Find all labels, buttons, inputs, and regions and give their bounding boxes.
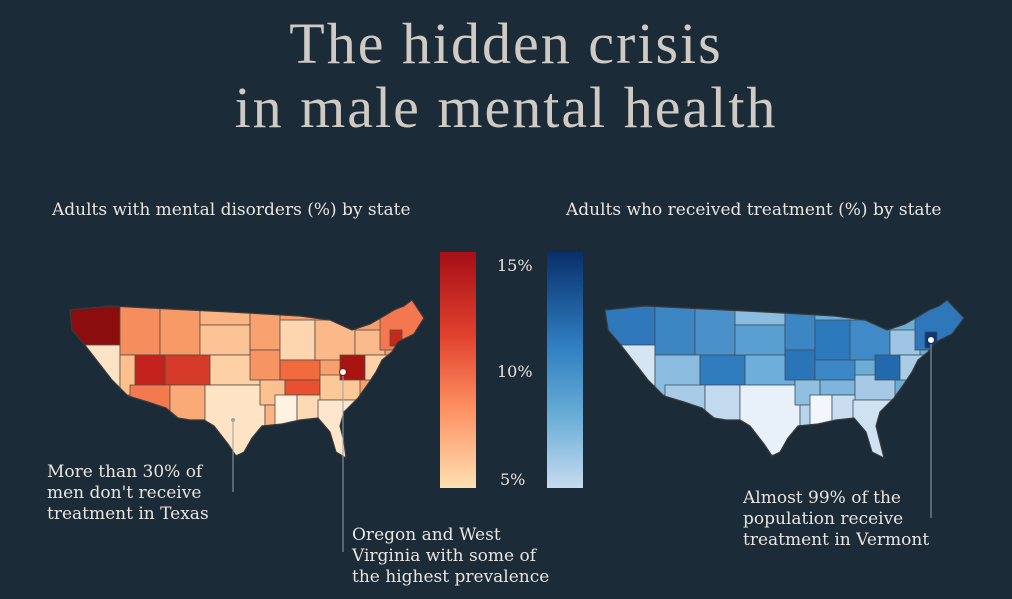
right-us-map <box>604 299 965 518</box>
state-michigan-ohio <box>314 319 356 361</box>
state-vermont-left <box>389 329 403 347</box>
prevalence-color-scale <box>440 252 476 488</box>
state-kentucky <box>279 359 321 381</box>
state-florida <box>317 399 359 458</box>
vermont-annotation: Almost 99% of the population receive tre… <box>743 488 930 550</box>
state-tennessee-r <box>819 379 856 396</box>
state-mississippi <box>274 394 298 426</box>
state-new-england <box>379 300 424 351</box>
state-iowa-missouri <box>249 349 281 381</box>
state-michigan-ohio-r <box>849 319 891 361</box>
oregon-wv-annotation: Oregon and West Virginia with some of th… <box>352 525 550 587</box>
title-line-2: in male mental health <box>234 75 778 140</box>
state-tennessee <box>284 379 321 396</box>
title-line-1: The hidden crisis <box>289 11 723 76</box>
state-west-virginia <box>339 354 366 381</box>
state-virginia-r <box>899 354 926 381</box>
state-oregon-washington-r <box>605 300 656 346</box>
state-south-dakota-r <box>734 324 786 356</box>
state-kentucky-r <box>814 359 856 381</box>
legend-tick-10: 10% <box>497 362 533 381</box>
state-texas-r <box>739 384 801 456</box>
state-california-r <box>605 344 656 458</box>
state-colorado-r <box>699 354 746 386</box>
texas-marker <box>231 418 235 422</box>
west-virginia-marker <box>339 368 347 376</box>
legend-tick-5: 5% <box>500 470 526 489</box>
right-map-subtitle: Adults who received treatment (%) by sta… <box>566 200 942 220</box>
state-minnesota <box>249 304 281 351</box>
state-illinois-wisconsin-r <box>814 319 851 361</box>
state-south-dakota <box>199 324 251 356</box>
state-oregon-washington <box>70 300 121 346</box>
vermont-marker <box>927 336 935 344</box>
state-mississippi-r <box>809 394 833 426</box>
state-iowa-missouri-r <box>784 349 816 381</box>
legend-tick-15: 15% <box>497 256 533 275</box>
state-new-england-r <box>914 300 964 351</box>
state-florida-r <box>852 399 894 458</box>
treatment-color-scale <box>547 252 583 488</box>
left-map-subtitle: Adults with mental disorders (%) by stat… <box>52 200 411 220</box>
state-california <box>70 344 121 458</box>
state-utah <box>134 354 166 386</box>
state-minnesota-r <box>784 304 816 351</box>
state-colorado <box>164 354 211 386</box>
state-virginia <box>364 354 391 381</box>
state-west-virginia-r <box>874 354 901 381</box>
texas-annotation: More than 30% of men don't receive treat… <box>47 462 209 524</box>
state-illinois-wisconsin <box>279 319 316 361</box>
